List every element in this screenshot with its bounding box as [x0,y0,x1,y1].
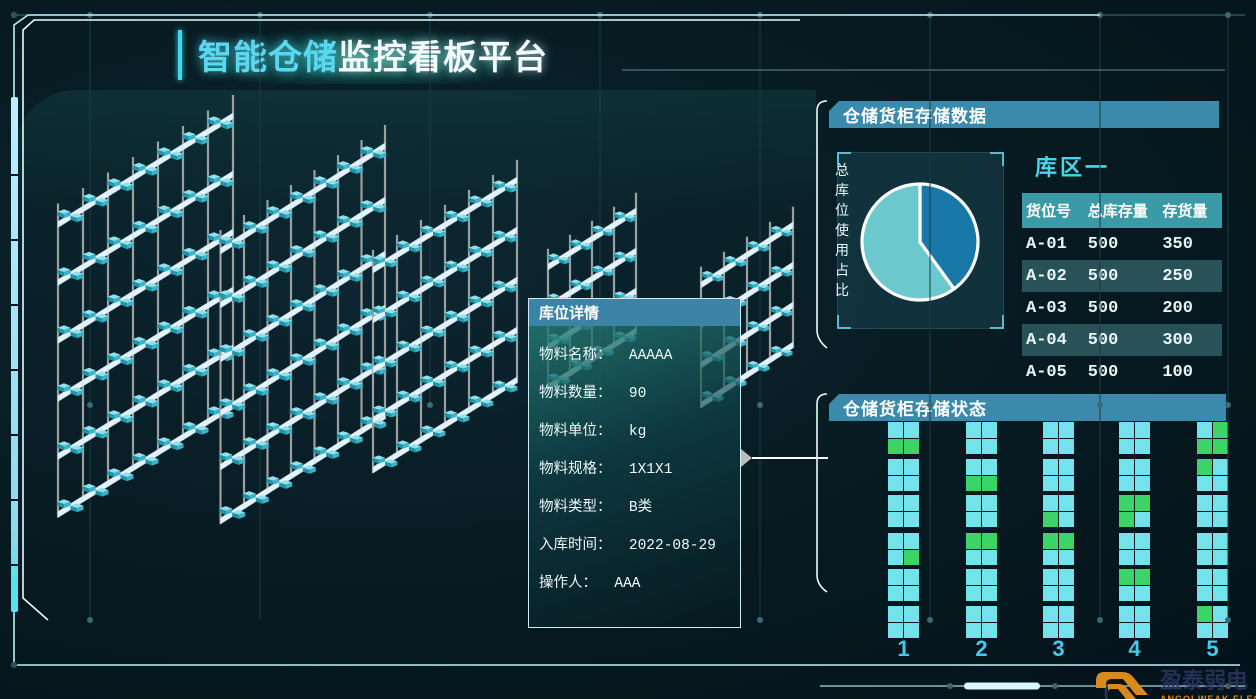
svg-text:盈泰弱电: 盈泰弱电 [1159,668,1248,693]
svg-text:ANGOI WEAK ELECTRICITY: ANGOI WEAK ELECTRICITY [1160,694,1256,699]
